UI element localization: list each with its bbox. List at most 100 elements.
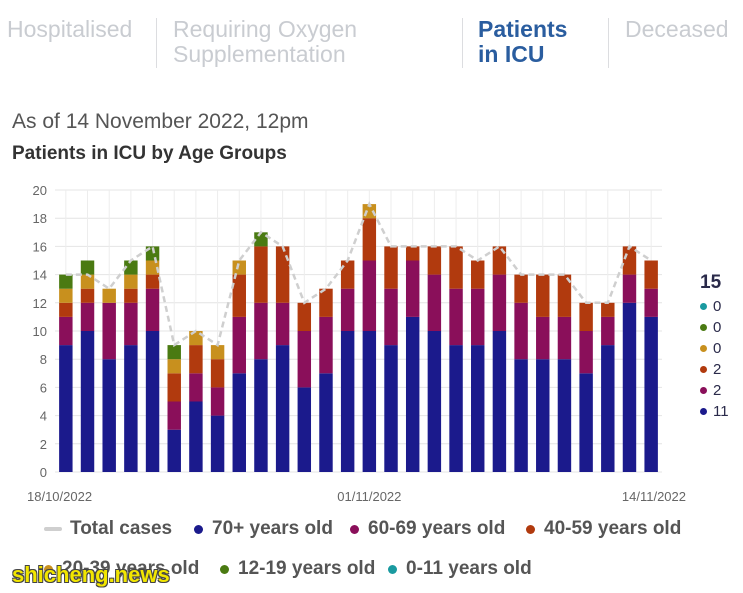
- bar-segment[interactable]: [210, 359, 225, 388]
- bar-segment[interactable]: [232, 316, 246, 374]
- bar-segment[interactable]: [557, 316, 572, 360]
- bar-segment[interactable]: [492, 331, 507, 472]
- bar-segment[interactable]: [557, 274, 572, 317]
- bar-segment[interactable]: [362, 260, 377, 332]
- bar-segment[interactable]: [167, 359, 181, 374]
- bar-segment[interactable]: [362, 218, 377, 261]
- bar-segment[interactable]: [59, 288, 73, 303]
- bar-segment[interactable]: [124, 288, 138, 303]
- bar-segment[interactable]: [124, 302, 138, 346]
- bar-segment[interactable]: [80, 288, 95, 303]
- bar-segment[interactable]: [536, 274, 550, 317]
- bar-segment[interactable]: [340, 288, 355, 331]
- bar-segment[interactable]: [601, 316, 615, 346]
- bar-segment[interactable]: [449, 246, 463, 289]
- bar-segment[interactable]: [449, 288, 463, 346]
- bar-segment[interactable]: [514, 302, 528, 360]
- bar-segment[interactable]: [167, 429, 181, 472]
- bar-segment[interactable]: [275, 246, 290, 303]
- bar-segment[interactable]: [145, 288, 160, 331]
- bar-segment[interactable]: [232, 373, 246, 472]
- bar-segment[interactable]: [254, 246, 268, 303]
- bar-segment[interactable]: [622, 274, 637, 303]
- bar-segment[interactable]: [319, 373, 333, 472]
- bar-segment[interactable]: [622, 246, 637, 275]
- bar-segment[interactable]: [167, 345, 181, 360]
- bar-segment[interactable]: [492, 274, 507, 331]
- legend-0-11[interactable]: 0-11 years old: [388, 558, 532, 580]
- bar-segment[interactable]: [601, 345, 615, 472]
- bar-segment[interactable]: [80, 260, 95, 275]
- bar-segment[interactable]: [59, 274, 73, 289]
- bar-segment[interactable]: [210, 345, 225, 360]
- bar-segment[interactable]: [319, 288, 333, 317]
- bar-segment[interactable]: [644, 288, 658, 317]
- bar-segment[interactable]: [232, 274, 246, 317]
- bar-segment[interactable]: [102, 359, 116, 472]
- legend-60-69[interactable]: 60-69 years old: [350, 518, 505, 540]
- bar-segment[interactable]: [189, 345, 203, 374]
- legend-20-39[interactable]: 20-39 years old: [44, 558, 199, 580]
- bar-segment[interactable]: [514, 359, 528, 472]
- bar-segment[interactable]: [145, 260, 160, 275]
- bar-segment[interactable]: [471, 260, 485, 289]
- bar-segment[interactable]: [189, 373, 203, 402]
- bar-segment[interactable]: [471, 288, 485, 346]
- bar-segment[interactable]: [297, 331, 312, 388]
- bar-segment[interactable]: [297, 387, 312, 472]
- bar-segment[interactable]: [557, 359, 572, 472]
- bar-segment[interactable]: [254, 232, 268, 247]
- tab-hospitalised[interactable]: Hospitalised: [7, 16, 133, 42]
- bar-segment[interactable]: [124, 260, 138, 275]
- bar-segment[interactable]: [405, 260, 420, 317]
- bar-segment[interactable]: [340, 331, 355, 472]
- bar-segment[interactable]: [536, 316, 550, 360]
- bar-segment[interactable]: [579, 302, 593, 331]
- legend-total-cases[interactable]: Total cases: [44, 518, 172, 540]
- tab-deceased[interactable]: Deceased: [625, 16, 729, 42]
- bar-segment[interactable]: [427, 246, 442, 275]
- tab-requiring-oxygen[interactable]: Requiring Oxygen Supplementation: [173, 17, 357, 67]
- bar-segment[interactable]: [384, 288, 398, 346]
- bar-segment[interactable]: [102, 288, 116, 303]
- bar-segment[interactable]: [232, 260, 246, 275]
- bar-segment[interactable]: [254, 359, 268, 472]
- bar-segment[interactable]: [579, 331, 593, 374]
- bar-segment[interactable]: [644, 260, 658, 289]
- bar-segment[interactable]: [644, 316, 658, 472]
- bar-segment[interactable]: [167, 373, 181, 402]
- bar-segment[interactable]: [189, 401, 203, 473]
- bar-segment[interactable]: [167, 401, 181, 430]
- bar-segment[interactable]: [622, 302, 637, 472]
- bar-segment[interactable]: [275, 302, 290, 346]
- bar-segment[interactable]: [59, 302, 73, 317]
- legend-70-plus[interactable]: 70+ years old: [194, 518, 333, 540]
- bar-segment[interactable]: [340, 260, 355, 289]
- bar-segment[interactable]: [384, 246, 398, 289]
- bar-segment[interactable]: [384, 345, 398, 472]
- bar-segment[interactable]: [145, 331, 160, 472]
- bar-segment[interactable]: [254, 302, 268, 360]
- total-cases-line[interactable]: [65, 201, 652, 348]
- bar-segment[interactable]: [319, 316, 333, 374]
- bar-segment[interactable]: [449, 345, 463, 472]
- legend-40-59[interactable]: 40-59 years old: [526, 518, 681, 540]
- bar-segment[interactable]: [601, 302, 615, 317]
- bar-segment[interactable]: [59, 316, 73, 346]
- bar-segment[interactable]: [80, 274, 95, 289]
- legend-12-19[interactable]: 12-19 years old: [220, 558, 375, 580]
- bar-segment[interactable]: [405, 316, 420, 472]
- bar-segment[interactable]: [145, 274, 160, 289]
- bar-segment[interactable]: [124, 345, 138, 472]
- bar-segment[interactable]: [80, 302, 95, 331]
- bar-segment[interactable]: [405, 246, 420, 261]
- bar-segment[interactable]: [210, 387, 225, 416]
- tab-patients-in-icu[interactable]: Patients in ICU: [478, 17, 567, 67]
- bar-segment[interactable]: [297, 302, 312, 331]
- bar-segment[interactable]: [102, 302, 116, 360]
- bar-segment[interactable]: [124, 274, 138, 289]
- bar-segment[interactable]: [492, 246, 507, 275]
- bar-segment[interactable]: [80, 331, 95, 472]
- bar-segment[interactable]: [362, 331, 377, 472]
- bar-segment[interactable]: [210, 415, 225, 472]
